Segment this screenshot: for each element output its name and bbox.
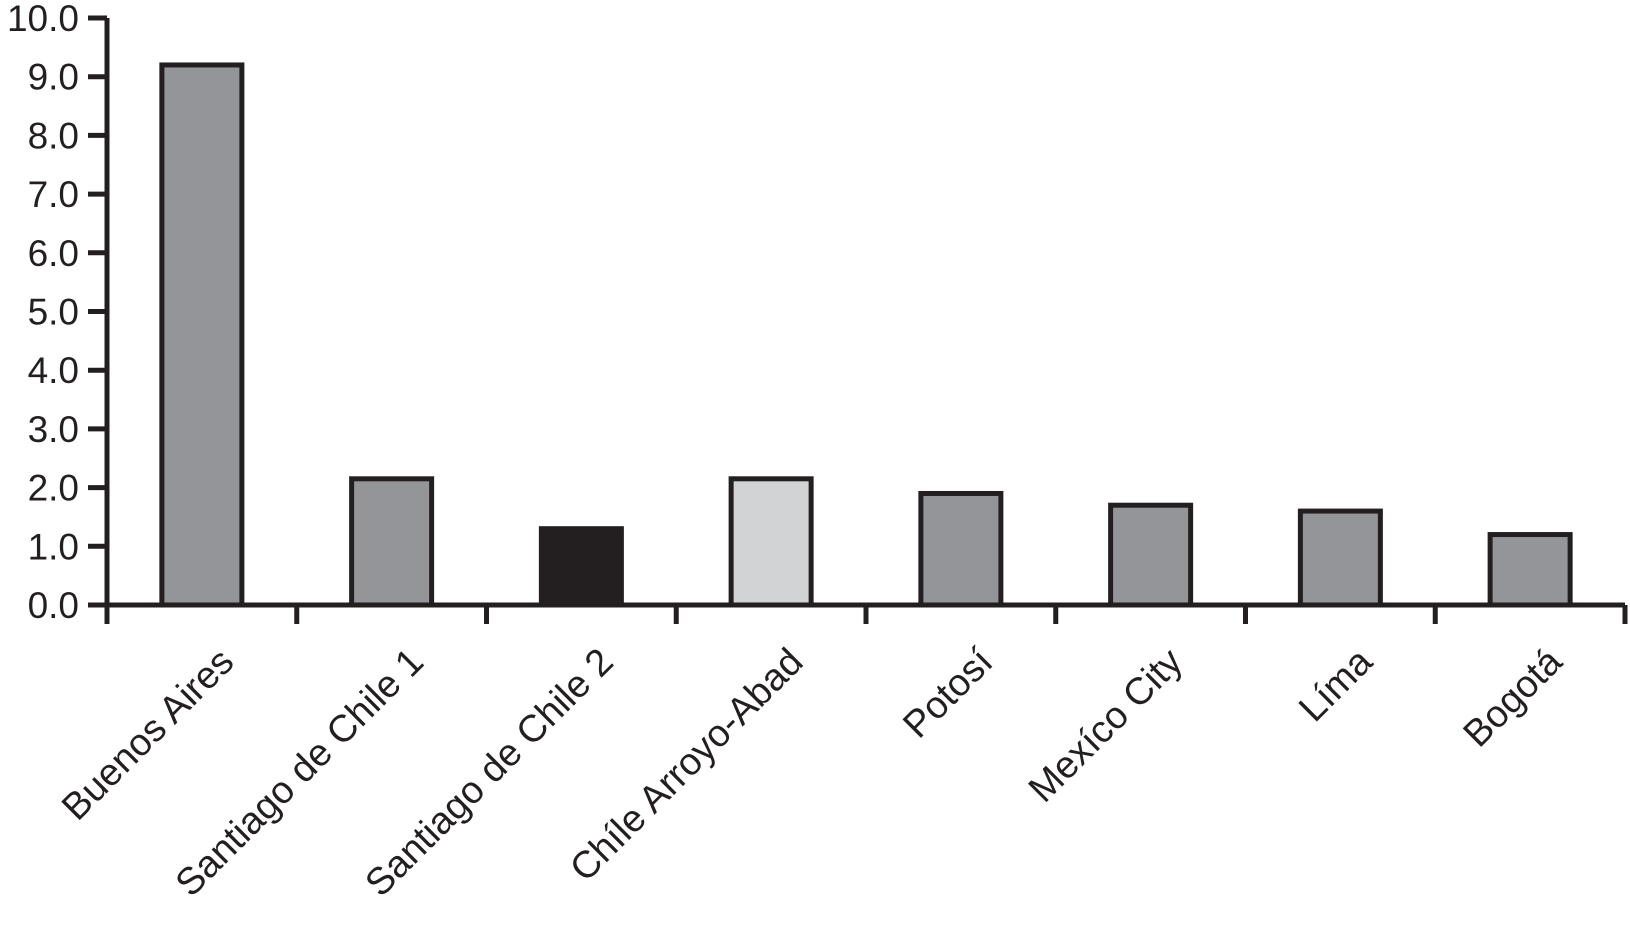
bar xyxy=(159,62,245,608)
bar xyxy=(1487,532,1573,608)
bar xyxy=(538,526,624,608)
bar xyxy=(1297,508,1383,608)
y-tick-label: 5.0 xyxy=(28,292,79,333)
bar xyxy=(349,476,435,608)
y-tick-label: 3.0 xyxy=(28,409,79,450)
y-tick-label: 1.0 xyxy=(28,526,79,567)
y-tick-label: 10.0 xyxy=(7,0,79,39)
bar xyxy=(1108,502,1194,608)
bar xyxy=(918,490,1004,608)
y-tick-label: 0.0 xyxy=(28,585,79,626)
y-tick-label: 2.0 xyxy=(28,468,79,509)
bar xyxy=(728,476,814,608)
y-tick-label: 9.0 xyxy=(28,57,79,98)
y-tick-label: 4.0 xyxy=(28,350,79,391)
y-tick-label: 6.0 xyxy=(28,233,79,274)
y-tick-label: 8.0 xyxy=(28,115,79,156)
y-tick-label: 7.0 xyxy=(28,174,79,215)
